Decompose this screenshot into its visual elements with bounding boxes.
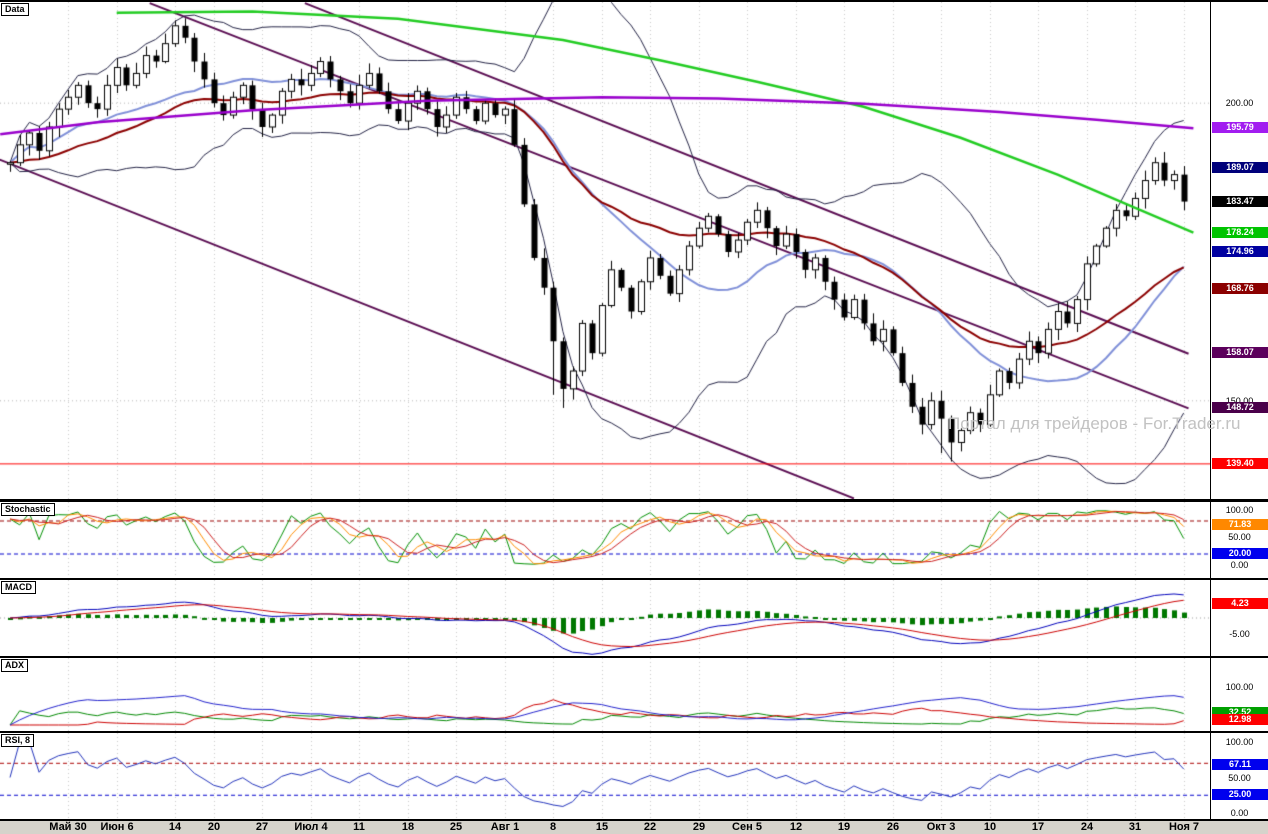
price-label: 200.00: [1225, 98, 1254, 108]
price-label: 50.00: [1228, 532, 1251, 542]
time-axis-label: 24: [1080, 821, 1094, 833]
time-axis-label: 18: [401, 821, 415, 833]
panel-label-stochastic: Stochastic: [1, 503, 55, 516]
panel-separator: [0, 731, 1268, 733]
panel-label-adx: ADX: [1, 659, 29, 672]
price-chart-canvas[interactable]: [0, 2, 1210, 499]
price-badge: 148.72: [1212, 402, 1268, 413]
time-axis-label: 8: [549, 821, 557, 833]
price-badge: 32.52: [1212, 707, 1268, 718]
adx-canvas[interactable]: [0, 658, 1210, 731]
price-badge: 168.76: [1212, 283, 1268, 294]
time-axis-label: 26: [886, 821, 900, 833]
time-axis-label: Сен 5: [732, 821, 762, 833]
stochastic-canvas[interactable]: [0, 502, 1210, 578]
panel-label-macd: MACD: [1, 581, 36, 594]
time-axis-label: Ноя 7: [1168, 821, 1200, 833]
panel-label-rsi: RSI, 8: [1, 734, 35, 747]
price-label: 0.00: [1230, 560, 1249, 570]
time-axis: Май 30 Июн 6 14 20 27 Июл 4 11 18 25 Авг 1 8 15 22 29…: [0, 820, 1268, 834]
price-badge: 12.98: [1212, 714, 1268, 725]
time-axis-label: 12: [789, 821, 803, 833]
time-axis-label: 10: [983, 821, 997, 833]
price-badge: 158.07: [1212, 347, 1268, 358]
time-axis-label: Май 30: [49, 821, 87, 833]
time-axis-label: 17: [1031, 821, 1045, 833]
panel-separator: [0, 656, 1268, 658]
time-axis-label: 22: [643, 821, 657, 833]
macd-canvas[interactable]: [0, 580, 1210, 656]
price-badge: 174.96: [1212, 246, 1268, 257]
price-label: 50.00: [1228, 773, 1251, 783]
price-badge: 67.11: [1212, 759, 1268, 770]
time-axis-label: 31: [1128, 821, 1142, 833]
time-axis-label: 15: [595, 821, 609, 833]
panel-separator: [0, 499, 1268, 502]
price-label: 100.00: [1225, 737, 1254, 747]
price-badge: 189.07: [1212, 162, 1268, 173]
panel-separator: [0, 578, 1268, 580]
time-axis-label: Авг 1: [490, 821, 520, 833]
price-label: 100.00: [1225, 682, 1254, 692]
time-axis-label: Июл 4: [294, 821, 328, 833]
price-badge: 4.23: [1212, 598, 1268, 609]
time-axis-label: Июн 6: [100, 821, 134, 833]
panel-separator: [0, 0, 1268, 2]
price-label: 0.00: [1230, 808, 1249, 818]
time-axis-label: 29: [692, 821, 706, 833]
price-badge: 183.47: [1212, 196, 1268, 207]
price-badge: 25.00: [1212, 789, 1268, 800]
time-axis-label: 20: [207, 821, 221, 833]
time-axis-label: 19: [837, 821, 851, 833]
watermark: Портал для трейдеров - For.Trader.ru: [948, 414, 1241, 433]
rsi-canvas[interactable]: [0, 733, 1210, 819]
panel-label-data: Data: [1, 3, 29, 16]
panel-separator: [0, 819, 1268, 820]
price-axis: 200.00 195.79 189.07 183.47 178.24 174.96 168.…: [1210, 0, 1268, 820]
time-axis-label: 14: [168, 821, 182, 833]
time-axis-label: 27: [255, 821, 269, 833]
price-label: 150.00: [1225, 396, 1254, 406]
time-axis-label: 25: [449, 821, 463, 833]
time-axis-label: 11: [353, 821, 365, 833]
price-badge: 178.24: [1212, 227, 1268, 238]
price-label: -5.00: [1229, 629, 1250, 639]
price-badge: 71.83: [1212, 519, 1268, 530]
price-badge: 139.40: [1212, 458, 1268, 469]
price-badge: 195.79: [1212, 122, 1268, 133]
time-axis-label: Окт 3: [926, 821, 956, 833]
price-label: 100.00: [1225, 505, 1254, 515]
price-badge: 20.00: [1212, 548, 1268, 559]
